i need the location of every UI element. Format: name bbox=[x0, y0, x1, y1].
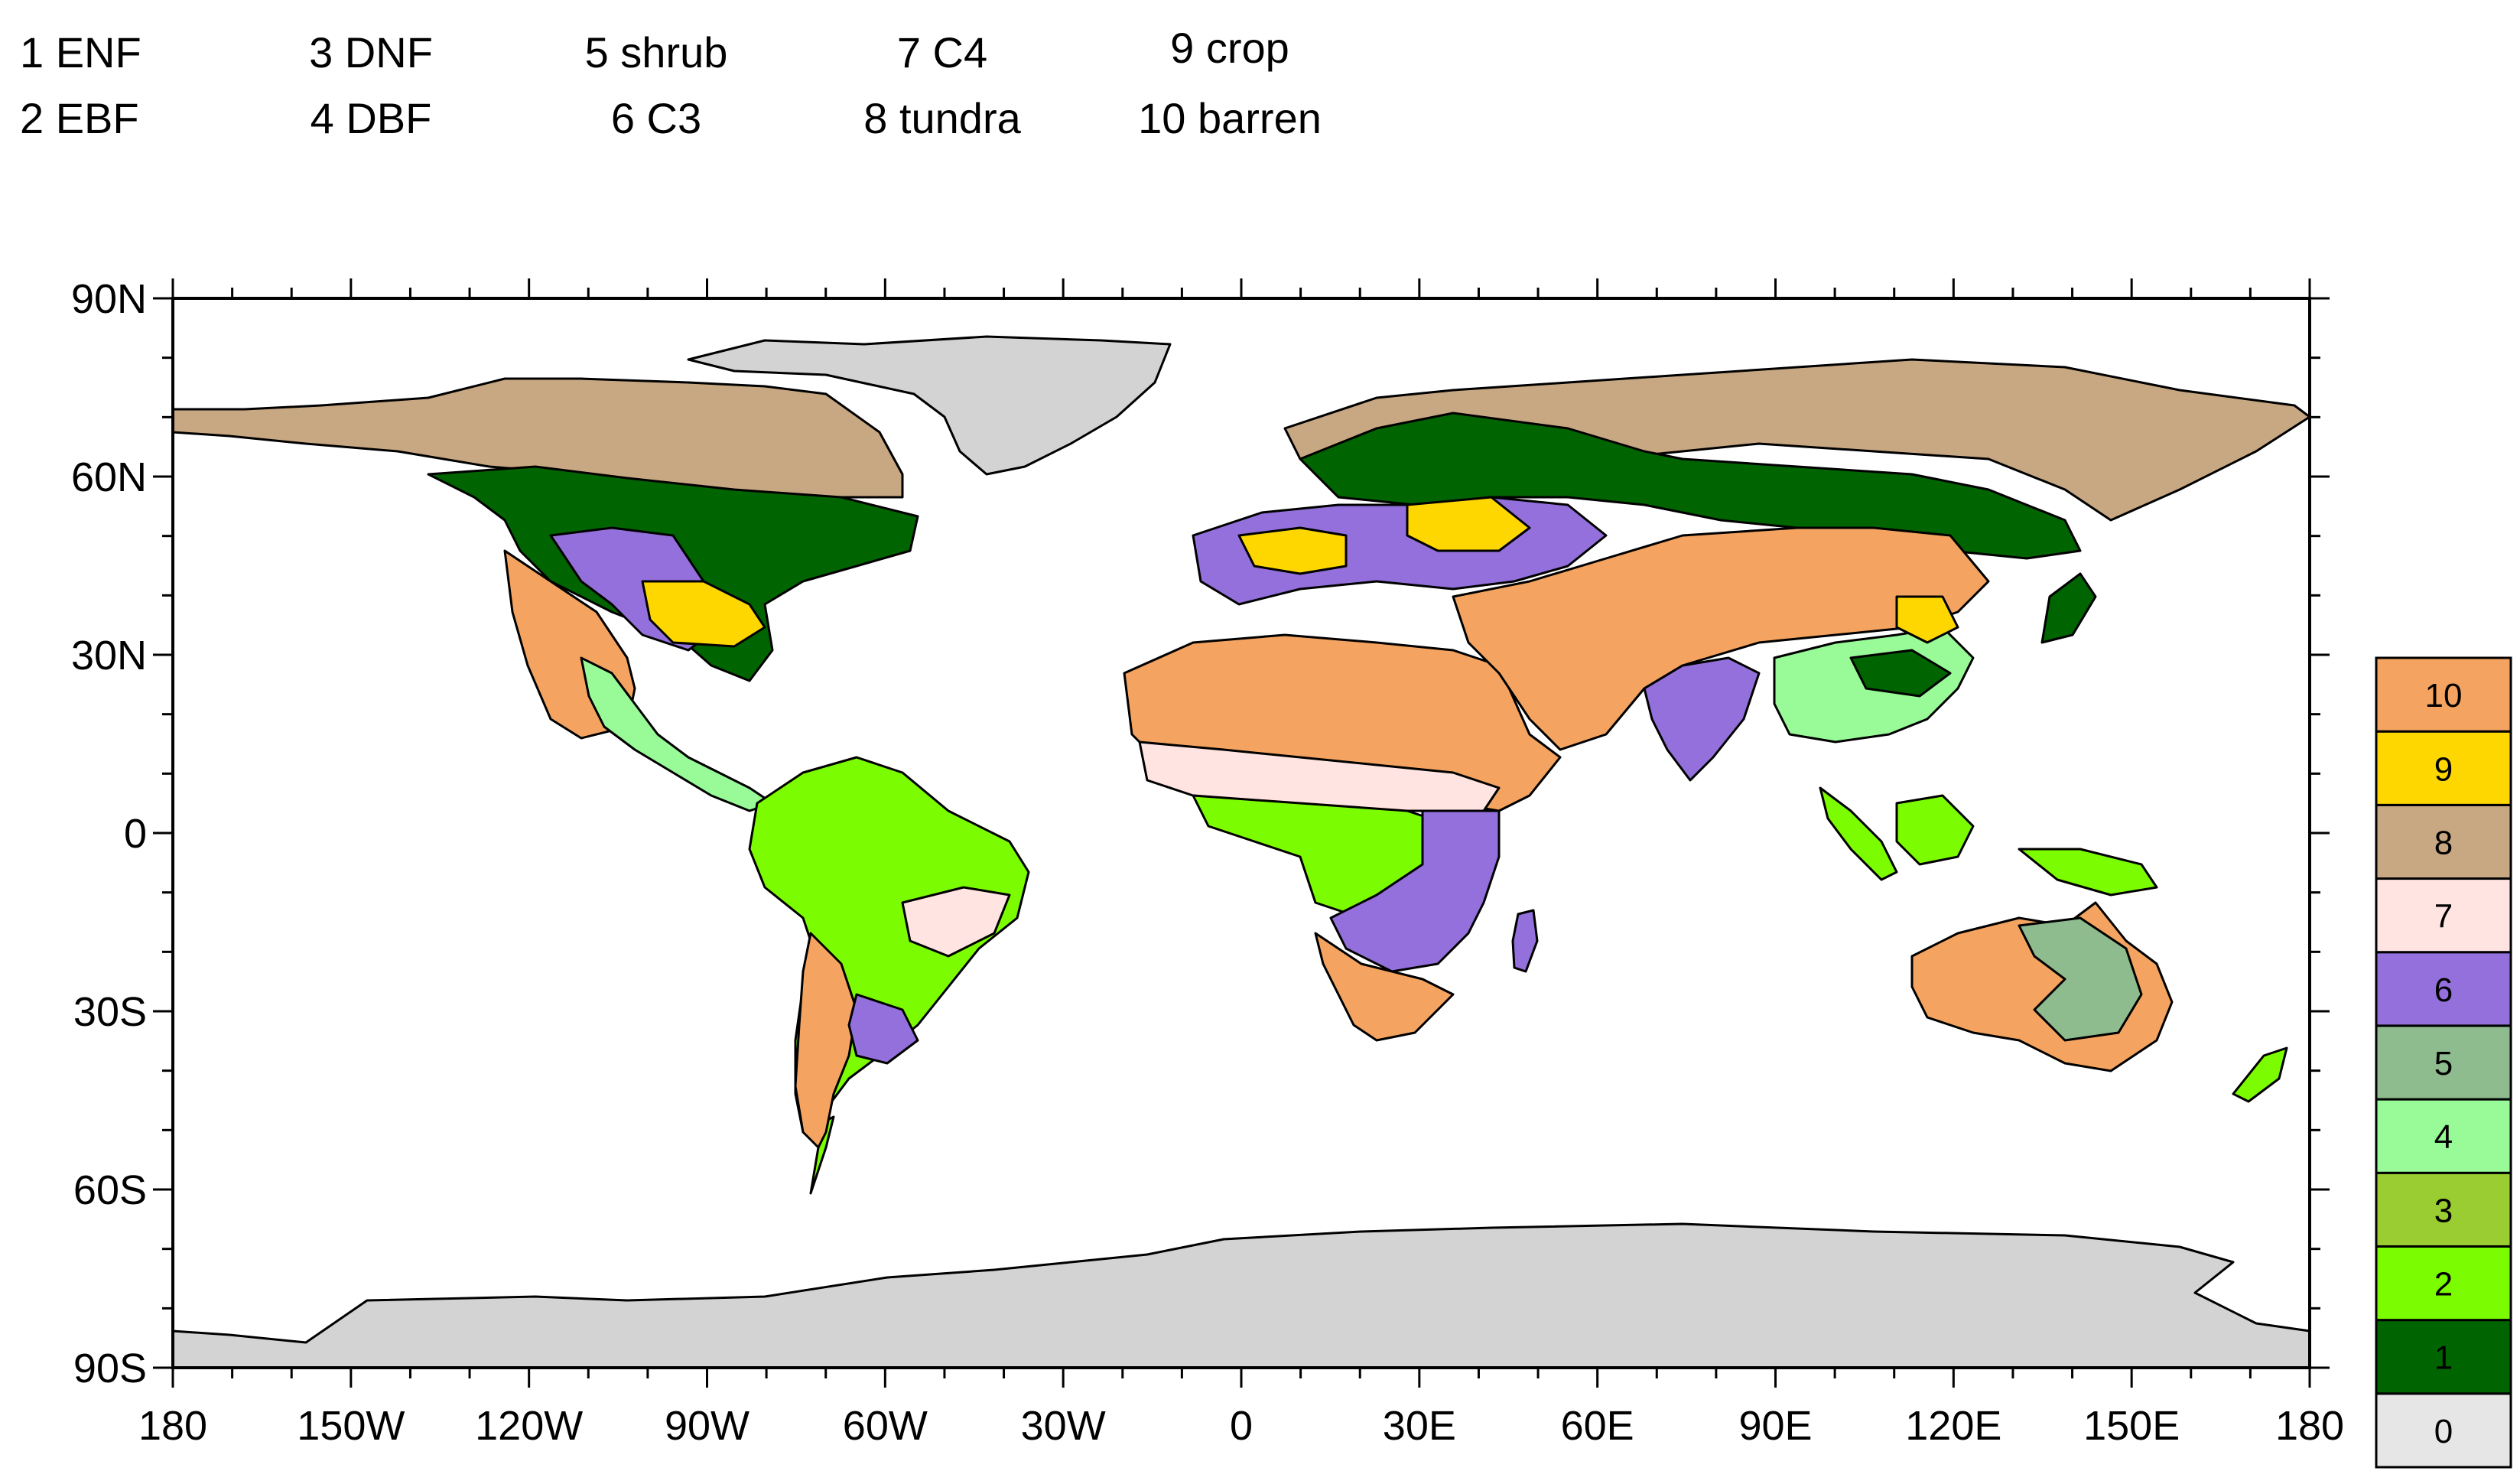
colorbar-label: 0 bbox=[2434, 1413, 2453, 1450]
colorbar-swatch bbox=[2375, 803, 2512, 880]
australia-east bbox=[2018, 916, 2143, 1042]
japan bbox=[2040, 572, 2097, 644]
india bbox=[1643, 656, 1761, 782]
legend-item-8: 8 tundra bbox=[863, 94, 1021, 142]
china-crop bbox=[1895, 595, 1959, 644]
europe-crop bbox=[1237, 526, 1348, 575]
colorbar-swatch bbox=[2375, 951, 2512, 1027]
y-tick-label: 60S bbox=[73, 1167, 147, 1213]
colorbar-label: 3 bbox=[2434, 1192, 2453, 1229]
x-tick-label: 30E bbox=[1383, 1403, 1456, 1449]
colorbar-swatch bbox=[2375, 877, 2512, 954]
x-axis-labels: 180 150W 120W 90W 60W 30W 0 30E 60E 90E 120E 150E 18… bbox=[138, 1403, 2344, 1449]
colorbar-label: 5 bbox=[2434, 1045, 2453, 1082]
x-tick-label: 120E bbox=[1905, 1403, 2001, 1449]
sumatra bbox=[1819, 786, 1898, 881]
land-masses bbox=[171, 335, 2311, 1369]
colorbar-swatch bbox=[2375, 730, 2512, 806]
legend-item-7: 7 C4 bbox=[896, 28, 988, 76]
colorbar-swatch bbox=[2375, 656, 2512, 733]
colorbar-swatch bbox=[2375, 1171, 2512, 1248]
antarctica bbox=[171, 1222, 2311, 1369]
y-tick-label: 0 bbox=[124, 811, 147, 857]
borneo bbox=[1895, 794, 1975, 866]
sa-c4 bbox=[901, 886, 1011, 958]
legend-item-10: 10 barren bbox=[1138, 94, 1322, 142]
x-tick-label: 150W bbox=[297, 1403, 405, 1449]
asia-barren bbox=[1452, 526, 1990, 751]
russia-crop bbox=[1406, 496, 1531, 552]
colorbar-label: 7 bbox=[2434, 898, 2453, 936]
x-tick-label: 30W bbox=[1021, 1403, 1106, 1449]
africa-sahel bbox=[1138, 740, 1501, 812]
eurasia-boreal bbox=[1299, 412, 2082, 560]
new-zealand bbox=[2232, 1046, 2288, 1103]
legend-item-9: 9 crop bbox=[1170, 24, 1289, 72]
sa-c3 bbox=[847, 993, 919, 1065]
y-tick-label: 90S bbox=[73, 1346, 147, 1391]
x-tick-label: 150E bbox=[2083, 1403, 2180, 1449]
legend-item-3: 3 DNF bbox=[309, 28, 433, 76]
colorbar-label: 8 bbox=[2434, 824, 2453, 861]
legend-item-1: 1 ENF bbox=[20, 28, 141, 76]
legend-item-2: 2 EBF bbox=[20, 94, 139, 142]
colorbar-label: 6 bbox=[2434, 971, 2453, 1009]
y-tick-label: 90N bbox=[71, 276, 147, 322]
y-tick-label: 60N bbox=[71, 454, 147, 500]
x-tick-label: 0 bbox=[1230, 1403, 1253, 1449]
x-tick-label: 90E bbox=[1738, 1403, 1812, 1449]
colorbar-label: 2 bbox=[2434, 1266, 2453, 1303]
colorbar-label: 9 bbox=[2434, 750, 2453, 788]
x-tick-label: 90W bbox=[665, 1403, 749, 1449]
colorbar-label: 10 bbox=[2425, 677, 2463, 714]
africa-south bbox=[1314, 932, 1455, 1042]
na-crop bbox=[641, 580, 766, 648]
y-tick-label: 30S bbox=[73, 989, 147, 1035]
pft-legend: 1 ENF 2 EBF 3 DNF 4 DBF 5 shrub 6 C3 7 C… bbox=[0, 0, 1453, 153]
x-tick-label: 180 bbox=[2275, 1403, 2344, 1449]
colorbar: 0 1 2 3 4 5 6 7 8 9 10 bbox=[2375, 656, 2512, 1469]
china-forest bbox=[1849, 649, 1952, 698]
colorbar-swatch bbox=[2375, 1024, 2512, 1101]
colorbar-swatch bbox=[2375, 1392, 2512, 1469]
legend-item-4: 4 DBF bbox=[310, 94, 432, 142]
legend-item-5: 5 shrub bbox=[584, 28, 728, 76]
x-tick-label: 60W bbox=[843, 1403, 928, 1449]
y-tick-label: 30N bbox=[71, 633, 147, 679]
colorbar-label: 1 bbox=[2434, 1339, 2453, 1377]
africa-east bbox=[1329, 809, 1501, 973]
legend-item-6: 6 C3 bbox=[610, 94, 702, 142]
x-tick-label: 120W bbox=[475, 1403, 583, 1449]
madagascar bbox=[1511, 909, 1539, 973]
x-tick-label: 60E bbox=[1561, 1403, 1634, 1449]
greenland bbox=[687, 335, 1172, 476]
colorbar-label: 4 bbox=[2434, 1118, 2453, 1156]
colorbar-swatch bbox=[2375, 1319, 2512, 1395]
y-axis-labels: 90N 60N 30N 0 30S 60S 90S bbox=[71, 276, 147, 1391]
axis-ticks bbox=[153, 278, 2330, 1388]
colorbar-swatch bbox=[2375, 1098, 2512, 1174]
x-tick-label: 180 bbox=[138, 1403, 207, 1449]
new-guinea bbox=[2018, 848, 2158, 897]
na-tundra bbox=[171, 377, 904, 499]
